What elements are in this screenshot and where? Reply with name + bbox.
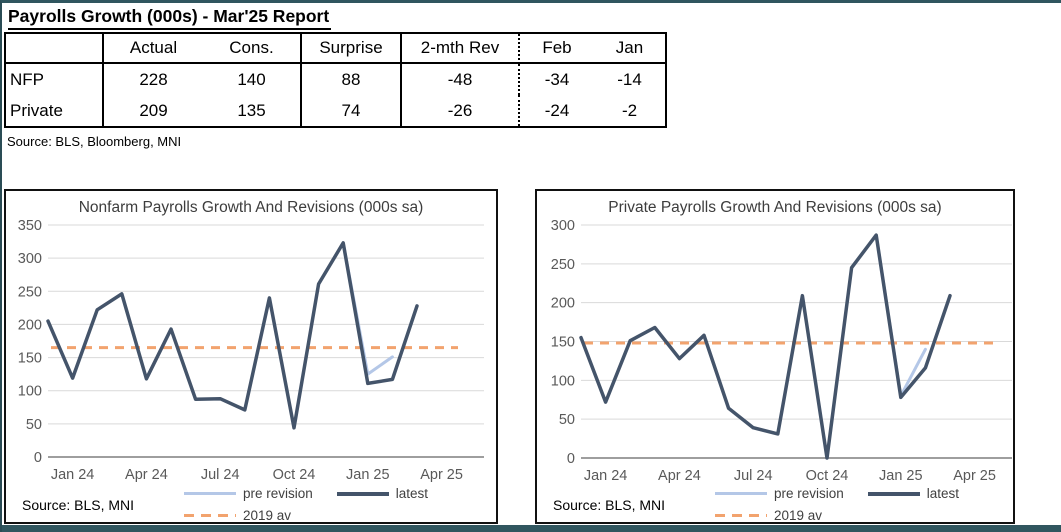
private-payrolls-chart: 0 50 100 150 200 250 300 Jan 24 Apr 24 Jul 24 Oct …: [535, 189, 1015, 524]
chart-legend: 2019 av: [715, 508, 822, 523]
table-cell: -48: [402, 64, 520, 95]
table-header-cons: Cons.: [203, 34, 302, 64]
chart-title: Nonfarm Payrolls Growth And Revisions (0…: [78, 199, 424, 216]
table-cell: -14: [617, 69, 642, 89]
table-header-surprise: Surprise: [302, 34, 402, 64]
svg-text:Jan 25: Jan 25: [346, 467, 390, 483]
table-cell: -26: [402, 95, 520, 126]
svg-text:100: 100: [18, 384, 42, 400]
svg-text:Apr 24: Apr 24: [658, 468, 701, 484]
chart-legend: pre revision latest: [184, 486, 428, 501]
legend-label-2019-av: 2019 av: [774, 508, 823, 523]
page-title: Payrolls Growth (000s) - Mar'25 Report: [8, 6, 332, 30]
table-header-blank: [6, 34, 104, 64]
payrolls-table: Actual Cons. Surprise 2-mth Rev Feb Jan …: [4, 32, 667, 128]
svg-text:Jan 24: Jan 24: [584, 468, 628, 484]
chart-source-note: Source: BLS, MNI: [553, 497, 666, 513]
svg-text:Oct 24: Oct 24: [273, 467, 316, 483]
svg-text:0: 0: [567, 451, 575, 467]
svg-text:50: 50: [559, 412, 575, 428]
chart-legend: pre revision latest: [715, 486, 959, 501]
table-row-label: NFP: [6, 64, 104, 95]
chart-title: Private Payrolls Growth And Revisions (0…: [608, 199, 942, 216]
table-cell: -24: [544, 100, 570, 120]
avg-2019-line-swatch: [184, 514, 236, 517]
chart-plot-area: 0 50 100 150 200 250 300 Jan 24 Apr 24 Jul 24 Oct …: [551, 218, 1012, 484]
nonfarm-payrolls-chart: 0 50 100 150 200 250 300 350 Jan 24 Apr 24 Jul 24 O…: [4, 189, 498, 524]
svg-text:Jul 24: Jul 24: [201, 467, 240, 483]
legend-label-pre-revision: pre revision: [774, 486, 844, 501]
table-header-actual: Actual: [104, 34, 203, 64]
svg-text:0: 0: [34, 450, 42, 466]
svg-text:250: 250: [18, 284, 42, 300]
svg-text:Oct 24: Oct 24: [806, 468, 849, 484]
chart-legend: 2019 av: [184, 508, 291, 523]
table-header-2mth-rev: 2-mth Rev: [402, 34, 520, 64]
svg-text:100: 100: [551, 373, 575, 389]
chart-plot-area: 0 50 100 150 200 250 300 350 Jan 24 Apr 24 Jul 24 O…: [18, 218, 484, 483]
svg-text:300: 300: [18, 251, 42, 267]
table-header-jan: Jan: [594, 34, 665, 64]
svg-text:Apr 25: Apr 25: [953, 468, 996, 484]
table-cell: -2: [621, 100, 638, 120]
svg-text:150: 150: [18, 351, 42, 367]
latest-line-swatch: [867, 491, 920, 496]
avg-2019-line-swatch: [715, 514, 767, 517]
latest-line-swatch: [336, 491, 389, 496]
svg-text:Jul 24: Jul 24: [734, 468, 773, 484]
pre-revision-line-swatch: [184, 492, 236, 495]
bottom-border-strip: [2, 525, 1061, 532]
table-cell: 228: [139, 69, 168, 89]
svg-text:250: 250: [551, 257, 575, 273]
svg-text:200: 200: [551, 296, 575, 312]
svg-text:Apr 25: Apr 25: [420, 467, 463, 483]
table-cell: 135: [203, 95, 302, 126]
table-cell: 88: [302, 64, 402, 95]
svg-text:300: 300: [551, 218, 575, 234]
table-cell: 74: [302, 95, 402, 126]
svg-text:200: 200: [18, 317, 42, 333]
svg-text:350: 350: [18, 218, 42, 234]
table-cell: 140: [203, 64, 302, 95]
legend-label-latest: latest: [926, 486, 960, 501]
chart-source-note: Source: BLS, MNI: [22, 497, 135, 513]
svg-text:Jan 25: Jan 25: [879, 468, 923, 484]
svg-text:150: 150: [551, 335, 575, 351]
pre-revision-line-swatch: [715, 492, 767, 495]
table-cell: -34: [544, 69, 570, 89]
svg-text:Jan 24: Jan 24: [51, 467, 95, 483]
svg-text:Apr 24: Apr 24: [125, 467, 168, 483]
table-cell: 209: [139, 100, 168, 120]
table-header-feb: Feb: [520, 34, 594, 64]
table-row-label: Private: [6, 95, 104, 126]
legend-label-pre-revision: pre revision: [243, 486, 313, 501]
table-source-note: Source: BLS, Bloomberg, MNI: [7, 134, 182, 149]
legend-label-2019-av: 2019 av: [243, 508, 292, 523]
svg-text:50: 50: [26, 417, 42, 433]
legend-label-latest: latest: [395, 486, 429, 501]
